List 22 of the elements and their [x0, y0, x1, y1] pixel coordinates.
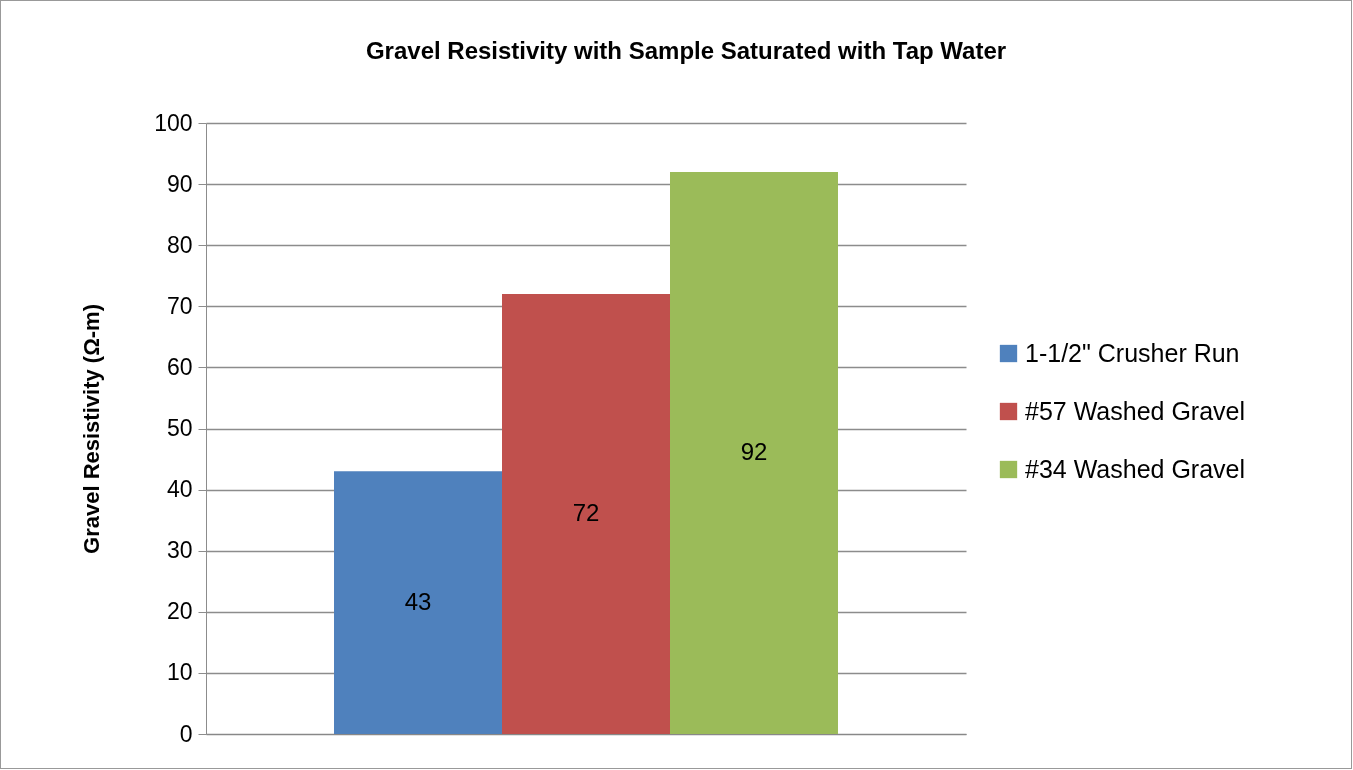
y-tick-label: 90: [166, 170, 193, 197]
data-label: 72: [572, 499, 600, 527]
y-tick-label: 80: [166, 231, 193, 258]
legend-label: 1-1/2" Crusher Run: [1025, 338, 1240, 367]
y-tick-label: 100: [154, 109, 193, 136]
legend-label: #57 Washed Gravel: [1025, 396, 1246, 425]
y-tick-label: 40: [166, 476, 193, 503]
bar: [334, 471, 502, 734]
bar: [502, 294, 670, 734]
y-tick-label: 70: [166, 292, 193, 319]
chart-title: Gravel Resistivity with Sample Saturated with Tap Water: [365, 37, 1007, 64]
y-tick-label: 60: [166, 353, 193, 380]
y-tick-label: 0: [179, 720, 193, 747]
y-tick-label: 20: [166, 598, 193, 625]
data-label: 92: [740, 437, 768, 465]
y-tick-label: 10: [166, 659, 193, 686]
data-label: 43: [404, 587, 432, 615]
y-tick-label: 30: [166, 537, 193, 564]
y-tick-label: 50: [166, 415, 193, 441]
legend-label: #34 Washed Gravel: [1025, 454, 1246, 483]
bar: [670, 171, 838, 734]
y-axis-title: Gravel Resistivity (Ω-m): [79, 304, 105, 554]
